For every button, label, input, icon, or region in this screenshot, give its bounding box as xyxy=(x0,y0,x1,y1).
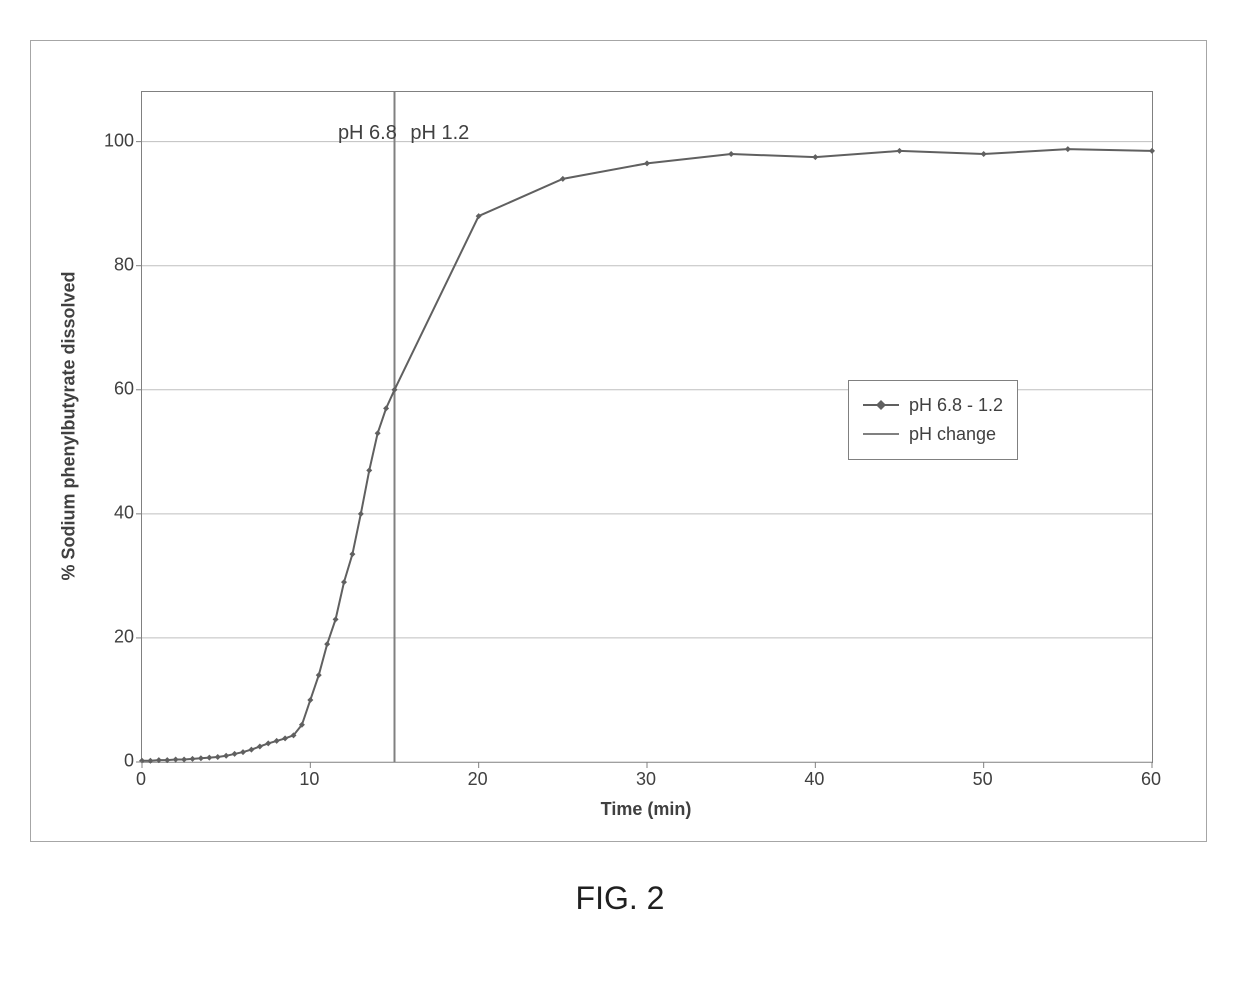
x-tick-label: 0 xyxy=(136,769,146,790)
y-axis-title: % Sodium phenylbutyrate dissolved xyxy=(59,271,80,580)
x-axis-title: Time (min) xyxy=(601,799,692,820)
annotation-label: pH 1.2 xyxy=(410,122,469,145)
x-tick-label: 20 xyxy=(468,769,488,790)
annotation-label: pH 6.8 xyxy=(338,122,397,145)
y-tick-label: 60 xyxy=(84,378,134,399)
x-tick-label: 30 xyxy=(636,769,656,790)
legend-entry: pH 6.8 - 1.2 xyxy=(863,391,1003,420)
page: % Sodium phenylbutyrate dissolved Time (… xyxy=(0,0,1240,983)
legend-swatch-series xyxy=(863,398,899,412)
legend-label: pH 6.8 - 1.2 xyxy=(909,395,1003,416)
legend: pH 6.8 - 1.2 pH change xyxy=(848,380,1018,460)
chart-outer-frame: % Sodium phenylbutyrate dissolved Time (… xyxy=(30,40,1207,842)
legend-label: pH change xyxy=(909,424,996,445)
x-tick-label: 10 xyxy=(299,769,319,790)
x-tick-label: 40 xyxy=(804,769,824,790)
y-tick-label: 80 xyxy=(84,254,134,275)
legend-entry: pH change xyxy=(863,420,1003,449)
y-tick-label: 0 xyxy=(84,751,134,772)
y-tick-label: 20 xyxy=(84,626,134,647)
x-tick-label: 50 xyxy=(973,769,993,790)
figure-caption: FIG. 2 xyxy=(0,880,1240,917)
y-tick-label: 100 xyxy=(84,130,134,151)
y-tick-label: 40 xyxy=(84,502,134,523)
x-tick-label: 60 xyxy=(1141,769,1161,790)
legend-swatch-vline xyxy=(863,427,899,441)
